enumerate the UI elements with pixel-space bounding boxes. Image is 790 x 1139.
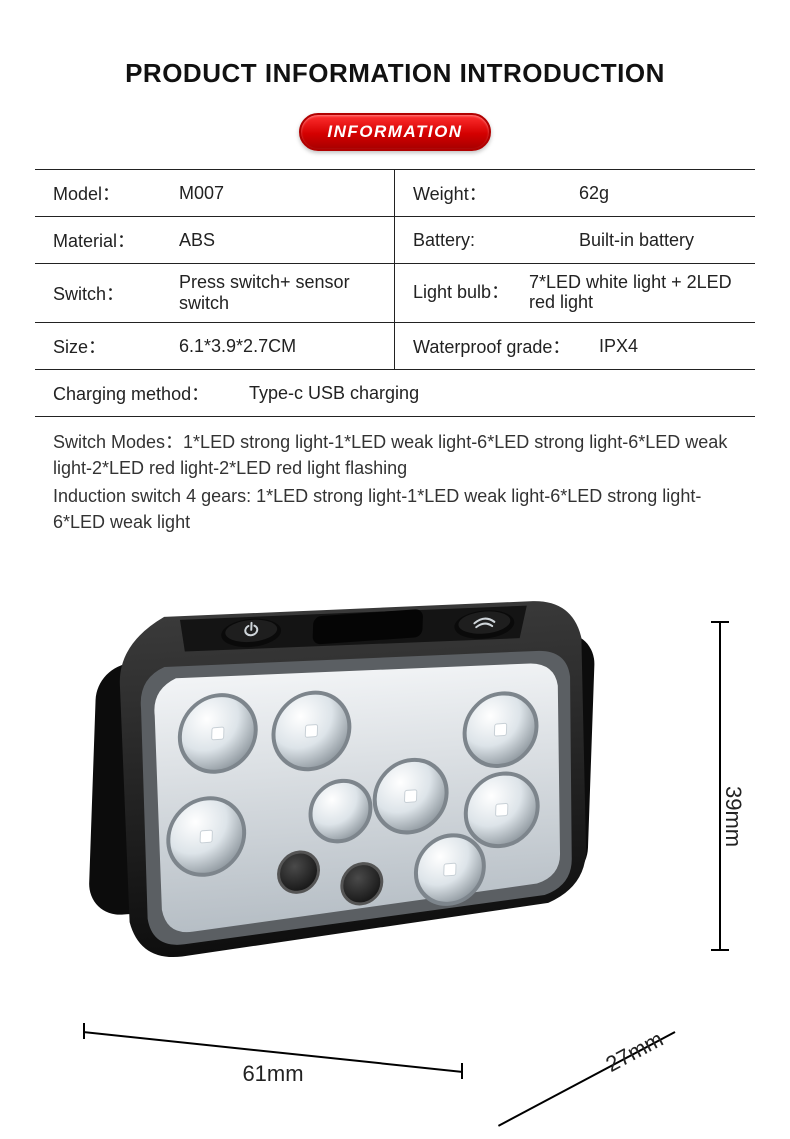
spec-value: 6.1*3.9*2.7CM	[173, 336, 384, 357]
spec-cell-right-1: Battery: Built-in battery	[395, 217, 755, 263]
spec-label: Material：	[53, 227, 173, 253]
modes-line-1: Switch Modes：1*LED strong light-1*LED we…	[53, 429, 737, 481]
spec-label: Battery:	[413, 230, 573, 251]
switch-modes-block: Switch Modes：1*LED strong light-1*LED we…	[35, 425, 755, 545]
product-figure: 39mm 61mm 27mm	[35, 561, 755, 1121]
dimension-height: 39mm	[689, 621, 749, 951]
spec-row-full: Charging method： Type-c USB charging	[35, 370, 755, 417]
spec-value: IPX4	[593, 336, 745, 357]
spec-row-0: Model： M007 Weight： 62g	[35, 169, 755, 217]
spec-cell-right-0: Weight： 62g	[395, 170, 755, 216]
page-title: PRODUCT INFORMATION INTRODUCTION	[0, 58, 790, 89]
spec-cell-left-0: Model： M007	[35, 170, 395, 216]
spec-cell-right-3: Waterproof grade： IPX4	[395, 323, 755, 369]
spec-cell-left-2: Switch： Press switch+ sensor switch	[35, 264, 395, 322]
dimension-depth-label: 27mm	[601, 1027, 667, 1079]
spec-value: M007	[173, 183, 384, 204]
dimension-height-label: 39mm	[720, 786, 746, 847]
spec-label: Weight：	[413, 180, 573, 206]
information-badge: INFORMATION	[299, 113, 490, 151]
badge-container: INFORMATION	[0, 113, 790, 151]
spec-label: Light bulb：	[413, 283, 523, 303]
spec-value: 7*LED white light + 2LED red light	[523, 273, 745, 313]
spec-table: Model： M007 Weight： 62g Material： ABS Ba…	[35, 169, 755, 417]
dimension-depth: 27mm	[475, 991, 675, 1071]
spec-value: 62g	[573, 183, 745, 204]
spec-value: Type-c USB charging	[243, 383, 745, 404]
spec-value: Built-in battery	[573, 230, 745, 251]
spec-cell-left-3: Size： 6.1*3.9*2.7CM	[35, 323, 395, 369]
spec-cell-full: Charging method： Type-c USB charging	[35, 370, 755, 416]
modes-line-2: Induction switch 4 gears: 1*LED strong l…	[53, 483, 737, 535]
spec-label: Switch：	[53, 280, 173, 306]
spec-row-3: Size： 6.1*3.9*2.7CM Waterproof grade： IP…	[35, 323, 755, 370]
spec-cell-right-2: Light bulb： 7*LED white light + 2LED red…	[395, 264, 755, 322]
headlamp-illustration	[65, 571, 635, 1041]
page-root: PRODUCT INFORMATION INTRODUCTION INFORMA…	[0, 58, 790, 1121]
spec-label: Waterproof grade：	[413, 333, 593, 359]
spec-cell-left-1: Material： ABS	[35, 217, 395, 263]
spec-label: Size：	[53, 333, 173, 359]
spec-label: Model：	[53, 180, 173, 206]
dimension-width-label: 61mm	[242, 1061, 303, 1087]
spec-value: Press switch+ sensor switch	[173, 272, 384, 314]
spec-row-2: Switch： Press switch+ sensor switch Ligh…	[35, 264, 755, 323]
spec-row-1: Material： ABS Battery: Built-in battery	[35, 217, 755, 264]
dimension-width: 61mm	[83, 1025, 463, 1085]
spec-label: Charging method：	[53, 380, 243, 406]
spec-value: ABS	[173, 230, 384, 251]
